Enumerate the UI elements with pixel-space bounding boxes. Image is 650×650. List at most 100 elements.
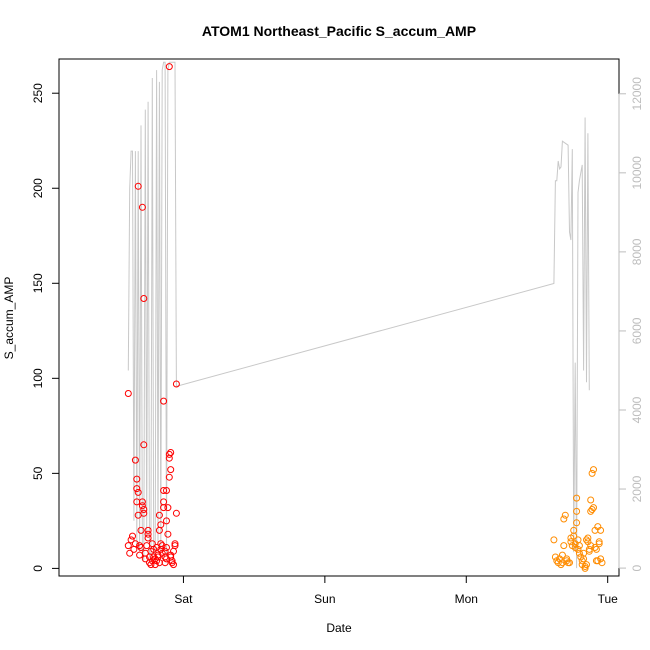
data-point bbox=[151, 561, 159, 569]
data-point bbox=[144, 526, 152, 534]
data-point bbox=[595, 538, 603, 546]
data-point bbox=[583, 561, 590, 569]
data-point bbox=[163, 544, 170, 551]
data-point bbox=[164, 530, 172, 538]
data-point bbox=[160, 397, 168, 405]
data-point bbox=[557, 561, 565, 569]
data-point bbox=[161, 559, 169, 567]
y-tick-label: 50 bbox=[31, 466, 45, 480]
data-point bbox=[597, 555, 605, 563]
data-point bbox=[595, 540, 603, 548]
data-point bbox=[591, 544, 599, 551]
x-tick-label: Sat bbox=[174, 592, 193, 606]
data-point bbox=[158, 542, 166, 550]
data-point bbox=[578, 557, 586, 565]
data-point bbox=[575, 549, 583, 557]
data-point bbox=[551, 553, 559, 561]
data-point bbox=[127, 536, 135, 544]
data-point bbox=[583, 536, 590, 544]
data-point bbox=[165, 450, 173, 458]
line-series bbox=[127, 61, 590, 569]
data-point bbox=[143, 542, 151, 550]
data-point bbox=[137, 526, 145, 534]
y-right-tick-label: 10000 bbox=[630, 156, 644, 190]
axes: Sat Sun Mon Tue 0 50 100 150 200 250 0 2000 4000 6000… bbox=[31, 77, 644, 606]
data-point bbox=[168, 557, 176, 565]
data-point bbox=[588, 469, 596, 477]
data-point bbox=[165, 63, 173, 71]
data-point bbox=[131, 540, 139, 548]
data-point bbox=[131, 456, 139, 464]
data-point bbox=[561, 511, 569, 519]
data-point bbox=[154, 551, 162, 559]
plot-frame bbox=[58, 58, 620, 577]
y-right-tick-label: 6000 bbox=[630, 317, 644, 344]
y-right-tick-label: 8000 bbox=[630, 238, 644, 265]
data-point bbox=[160, 487, 168, 494]
y-tick-label: 200 bbox=[31, 178, 45, 198]
data-point bbox=[160, 504, 168, 512]
y-tick-label: 0 bbox=[31, 565, 45, 572]
y-axis-label: S_accum_AMP bbox=[2, 277, 16, 360]
series-line bbox=[127, 61, 590, 569]
data-point bbox=[588, 506, 596, 513]
data-point bbox=[129, 532, 136, 540]
data-point bbox=[140, 441, 148, 449]
data-point bbox=[573, 519, 581, 527]
data-point bbox=[140, 295, 148, 302]
chart-title: ATOM1 Northeast_Pacific S_accum_AMP bbox=[202, 23, 476, 39]
x-tick-label: Mon bbox=[455, 592, 478, 606]
data-point bbox=[147, 561, 155, 569]
data-point bbox=[581, 564, 589, 572]
data-point bbox=[168, 559, 176, 567]
data-point bbox=[170, 561, 177, 569]
x-tick-label: Tue bbox=[598, 592, 619, 606]
data-point bbox=[155, 526, 163, 534]
data-point bbox=[124, 542, 132, 550]
data-point bbox=[136, 551, 144, 559]
data-point bbox=[137, 544, 145, 551]
data-point bbox=[573, 494, 581, 502]
data-point bbox=[155, 511, 163, 519]
data-point bbox=[587, 496, 595, 504]
data-point bbox=[172, 509, 180, 517]
data-point bbox=[575, 542, 583, 550]
data-point bbox=[160, 498, 168, 506]
data-point bbox=[171, 540, 179, 548]
data-point bbox=[584, 534, 592, 542]
data-point bbox=[567, 538, 575, 546]
data-point bbox=[130, 545, 138, 553]
data-point bbox=[581, 563, 589, 570]
data-point bbox=[164, 504, 172, 512]
y-tick-label: 100 bbox=[31, 368, 45, 388]
data-point bbox=[167, 466, 175, 474]
data-point bbox=[140, 506, 148, 513]
y-tick-label: 250 bbox=[31, 83, 45, 103]
data-point bbox=[126, 549, 134, 557]
data-point bbox=[134, 488, 142, 496]
data-point bbox=[560, 515, 568, 523]
data-point bbox=[172, 380, 180, 388]
data-point bbox=[597, 526, 605, 534]
data-point bbox=[590, 504, 597, 512]
data-point bbox=[574, 545, 582, 553]
data-point bbox=[136, 542, 144, 550]
x-axis-label: Date bbox=[326, 621, 352, 635]
data-point bbox=[163, 487, 170, 494]
point-series bbox=[124, 63, 606, 572]
data-point bbox=[550, 536, 558, 544]
data-point bbox=[167, 449, 175, 456]
data-point bbox=[558, 551, 566, 559]
data-point bbox=[144, 534, 152, 542]
data-point bbox=[140, 509, 148, 517]
data-point bbox=[124, 390, 132, 397]
data-point bbox=[566, 559, 573, 567]
data-point bbox=[165, 473, 173, 481]
data-point bbox=[138, 498, 146, 506]
data-point bbox=[592, 545, 600, 553]
data-point bbox=[590, 466, 597, 474]
data-point bbox=[138, 203, 146, 211]
y-right-tick-label: 12000 bbox=[630, 77, 644, 111]
data-point bbox=[587, 542, 595, 550]
